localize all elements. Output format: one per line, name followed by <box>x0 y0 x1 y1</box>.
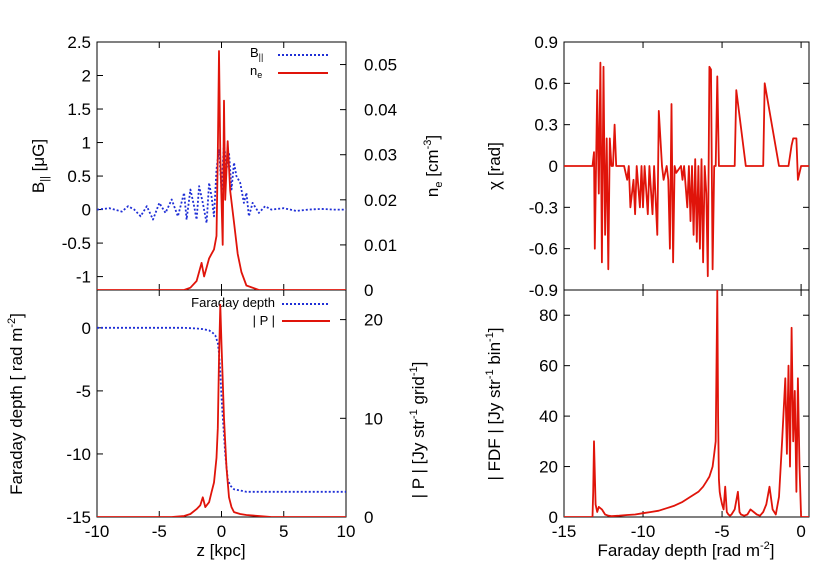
y-tick-label: 0.3 <box>534 116 558 135</box>
y-tick-label: 60 <box>539 357 558 376</box>
x-tick-label: -10 <box>631 522 656 541</box>
y-tick-label: 0 <box>549 157 558 176</box>
y2-tick-label: 0.04 <box>364 101 397 120</box>
y2label-p: | P | [Jy str-1 grid-1] <box>408 362 428 499</box>
series-line-bpar_ne-blue <box>97 141 346 224</box>
ylabel-fdf: | FDF | [Jy str-1 bin-1] <box>484 327 504 480</box>
y-tick-label: 2.5 <box>67 33 91 52</box>
legend-ne-label: ne <box>250 63 262 80</box>
legend-rm-p: Faraday depth | P | <box>191 295 330 328</box>
panel-fdf-frame <box>563 289 810 518</box>
y2-tick-label: 0.03 <box>364 146 397 165</box>
series-line-rm_p-red <box>97 303 346 517</box>
x-tick-label: -5 <box>152 522 167 541</box>
chart-marks: -1-0.500.511.522.500.010.020.030.040.05-… <box>62 33 809 541</box>
ylabel-fd: Faraday depth [ rad m-2] <box>6 313 26 495</box>
y-tick-label: 0 <box>549 508 558 527</box>
y2-tick-label: 0.01 <box>364 236 397 255</box>
legend-bpar-ne: B|| ne <box>250 45 328 80</box>
legend-bpar-label: B|| <box>250 45 263 62</box>
y2-tick-label: 0.02 <box>364 191 397 210</box>
x-tick-label: 0 <box>217 522 226 541</box>
y-tick-label: 0.5 <box>67 167 91 186</box>
y2-tick-label: 0 <box>364 508 373 527</box>
legend-fd-label: Faraday depth <box>191 295 275 310</box>
series-line-chi-red <box>564 61 809 278</box>
panel-chi: -0.9 -0.6 -0.3 0 0.3 0.6 0.9 <box>529 33 809 300</box>
y-tick-label: -10 <box>66 445 91 464</box>
y-tick-label: -0.9 <box>529 281 558 300</box>
xlabel-z: z [kpc] <box>196 541 245 560</box>
y-tick-label: -15 <box>66 508 91 527</box>
y-tick-label: 0.9 <box>534 33 558 52</box>
series-line-rm_p-blue <box>97 326 346 493</box>
x-tick-label: 5 <box>279 522 288 541</box>
y-tick-label: -1 <box>76 268 91 287</box>
y-tick-label: 80 <box>539 306 558 325</box>
x-tick-label: -10 <box>85 522 110 541</box>
y2-tick-label: 20 <box>364 311 383 330</box>
legend-p-label: | P | <box>253 313 275 328</box>
y-tick-label: 0.6 <box>534 74 558 93</box>
y-tick-label: -0.3 <box>529 198 558 217</box>
ylabel-chi: χ [rad] <box>485 142 504 190</box>
xlabel-fd: Faraday depth [rad m-2] <box>597 540 774 560</box>
x-tick-label: 0 <box>796 522 805 541</box>
y-tick-label: -5 <box>76 382 91 401</box>
panel-fdf: -15 -10 -5 0 0 20 40 60 80 <box>539 290 809 541</box>
y2-tick-label: 0 <box>364 281 373 300</box>
y2-tick-label: 10 <box>364 409 383 428</box>
series-line-bpar_ne-red <box>97 50 346 290</box>
y-tick-label: 40 <box>539 407 558 426</box>
x-tick-label: 10 <box>337 522 356 541</box>
panel-bpar_ne: -1 -0.5 0 0.5 1 1.5 2 2.5 0 0.01 0.02 0.03 0.04 0.05 <box>62 33 397 300</box>
y-tick-label: 20 <box>539 458 558 477</box>
y2-tick-label: 0.05 <box>364 56 397 75</box>
y-tick-label: -0.6 <box>529 240 558 259</box>
y2label-ne: ne [cm-3] <box>422 135 445 197</box>
y-tick-label: 2 <box>82 67 91 86</box>
x-tick-label: -5 <box>715 522 730 541</box>
x-tick-label: -15 <box>552 522 577 541</box>
y-tick-label: 1 <box>82 134 91 153</box>
ylabel-bpar: B|| [μG] <box>29 139 51 193</box>
y-tick-label: -0.5 <box>62 234 91 253</box>
y-tick-label: 1.5 <box>67 100 91 119</box>
y-tick-label: 0 <box>82 201 91 220</box>
y-tick-label: 0 <box>82 319 91 338</box>
series-line-fdf-red <box>564 290 809 517</box>
